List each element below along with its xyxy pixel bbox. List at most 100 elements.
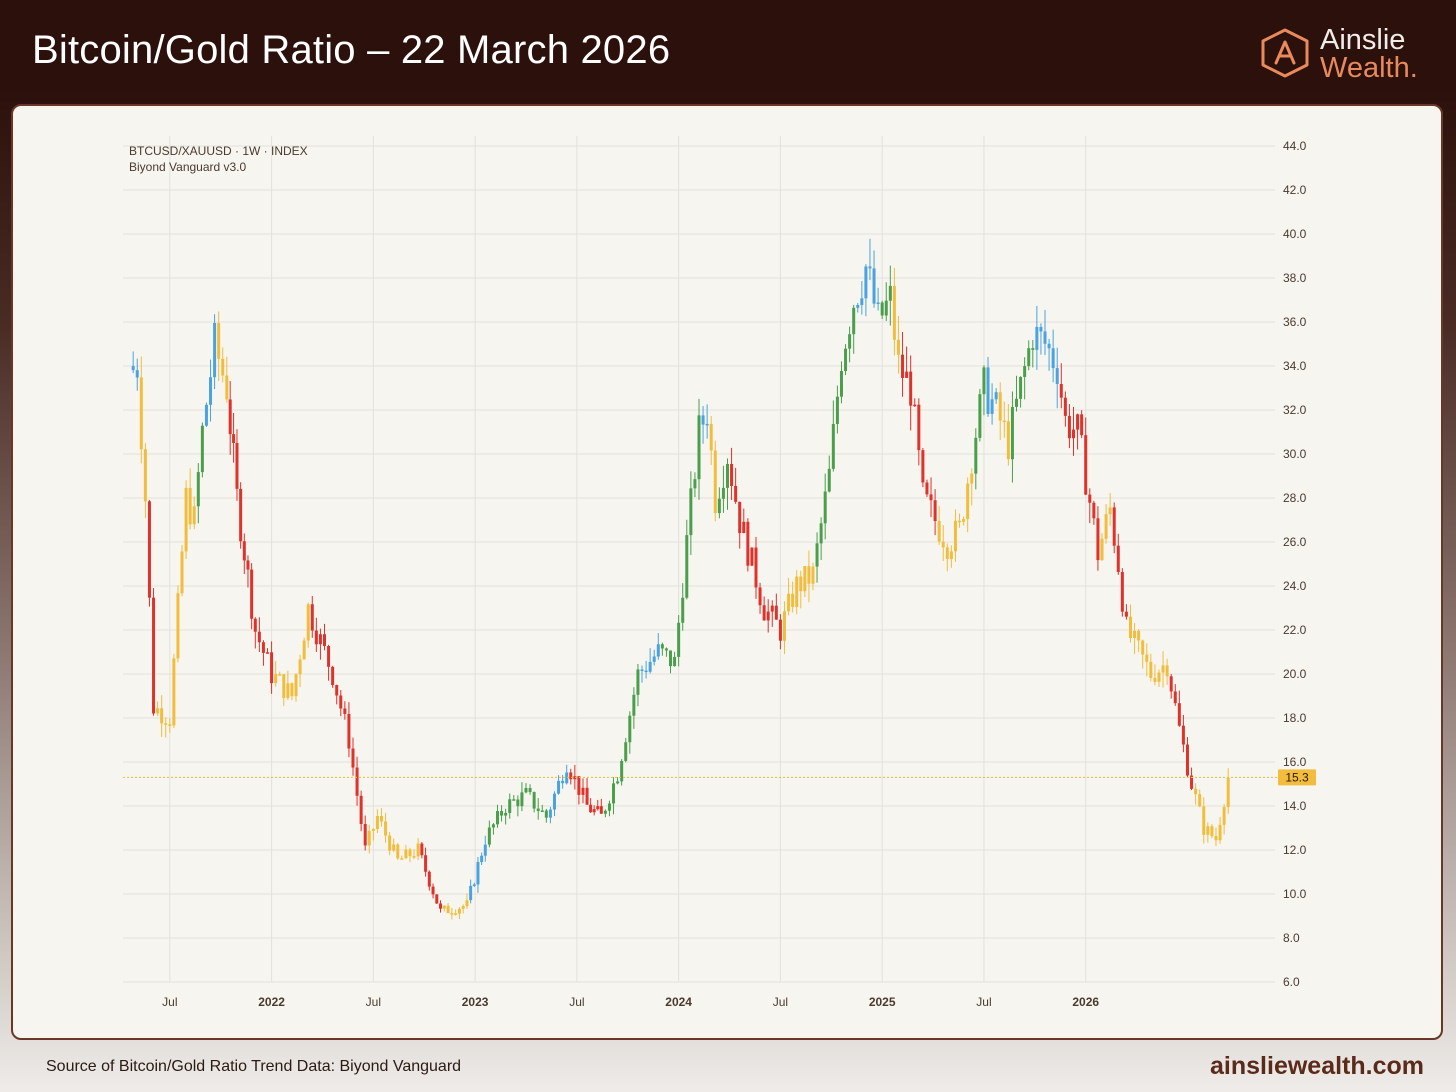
x-tick-label: Jul — [569, 995, 584, 1009]
candle-body — [290, 683, 294, 697]
y-tick-label: 32.0 — [1283, 403, 1307, 417]
candle-body — [532, 792, 536, 809]
candle-body — [213, 322, 217, 378]
candle-body — [1035, 326, 1039, 350]
candle-body — [945, 547, 949, 560]
y-tick-label: 16.0 — [1283, 755, 1307, 769]
x-tick-label: Jul — [162, 995, 177, 1009]
candle-body — [327, 645, 331, 667]
last-price-badge — [1278, 769, 1316, 786]
candle-body — [1047, 343, 1051, 349]
candle-body — [164, 723, 168, 725]
candle-body — [204, 404, 208, 426]
candle-body — [270, 652, 274, 684]
candle-body — [200, 425, 204, 473]
candle-body — [998, 392, 1002, 421]
candle-body — [1145, 654, 1149, 662]
candle-body — [266, 652, 270, 654]
candle-body — [896, 339, 900, 355]
candle-body — [685, 535, 689, 598]
candle-body — [261, 642, 265, 653]
candle-body — [734, 485, 738, 502]
candle-body — [1100, 538, 1104, 561]
candle-body — [811, 566, 815, 584]
candle-body — [476, 862, 480, 885]
candle-body — [147, 501, 151, 598]
candle-body — [480, 855, 484, 863]
candle-body — [1116, 545, 1120, 573]
candlestick-chart[interactable]: 44.0 42.0 40.0 38.0 36.0 34.0 32.0 30.0 28.0 26.0… — [13, 106, 1441, 1038]
candle-body — [978, 394, 982, 438]
candle-body — [298, 659, 302, 675]
candle-body — [1120, 572, 1124, 612]
candle-body — [331, 666, 335, 686]
candle-body — [1015, 398, 1019, 407]
candle-body — [435, 894, 439, 904]
candle-body — [496, 811, 500, 825]
candle-body — [1177, 703, 1181, 726]
candle-body — [819, 523, 823, 544]
candle-body — [351, 748, 355, 768]
candle-body — [640, 669, 644, 671]
candle-body — [196, 472, 200, 507]
candle-body — [339, 695, 343, 709]
y-tick-label: 14.0 — [1283, 799, 1307, 813]
candle-body — [396, 844, 400, 859]
x-tick-label: Jul — [366, 995, 381, 1009]
candle-body — [681, 597, 685, 623]
candle-body — [577, 776, 581, 795]
candle-body — [1137, 630, 1141, 641]
candle-body — [1010, 406, 1014, 460]
candle-body — [905, 371, 909, 378]
candle-body — [770, 605, 774, 612]
candle-body — [404, 849, 408, 859]
candle-body — [282, 674, 286, 698]
candle-body — [585, 787, 589, 805]
candle-body — [152, 597, 156, 714]
candle-body — [937, 521, 941, 542]
candle-body — [1181, 725, 1185, 745]
candle-body — [367, 830, 371, 846]
candle-body — [465, 900, 469, 907]
candle-body — [1206, 826, 1210, 835]
y-tick-label: 34.0 — [1283, 359, 1307, 373]
candle-body — [917, 404, 921, 451]
candle-body — [160, 708, 164, 724]
y-tick-label: 12.0 — [1283, 843, 1307, 857]
candle-body — [1190, 775, 1194, 789]
candle-body — [347, 713, 351, 749]
website-link[interactable]: ainsliewealth.com — [1210, 1052, 1424, 1080]
candle-body — [925, 482, 929, 495]
candle-body — [742, 521, 746, 534]
candle-body — [827, 468, 831, 492]
candle-body — [1063, 397, 1067, 416]
candle-body — [762, 605, 766, 621]
candle-body — [596, 806, 600, 810]
x-tick-label: 2023 — [462, 995, 489, 1009]
candle-body — [823, 491, 827, 524]
candle-body — [1128, 616, 1132, 639]
chart-card: 44.0 42.0 40.0 38.0 36.0 34.0 32.0 30.0 28.0 26.0… — [11, 104, 1443, 1040]
candle-body — [180, 551, 184, 594]
candle-body — [232, 434, 236, 443]
candle-body — [1031, 348, 1035, 350]
candle-body — [491, 824, 495, 828]
last-price-label: 15.3 — [1285, 770, 1309, 784]
candle-body — [1141, 640, 1145, 655]
candle-body — [508, 799, 512, 813]
candle-body — [884, 300, 888, 316]
candle-body — [709, 423, 713, 451]
candle-body — [400, 858, 404, 860]
x-tick-label: 2024 — [665, 995, 692, 1009]
candle-body — [454, 913, 458, 915]
candle-body — [278, 674, 282, 676]
candle-body — [439, 903, 443, 909]
candle-body — [892, 285, 896, 340]
candle-body — [860, 298, 864, 305]
candle-body — [632, 694, 636, 716]
candle-body — [548, 809, 552, 818]
brand-logo[interactable]: Ainslie Wealth. — [1258, 22, 1428, 86]
y-tick-label: 10.0 — [1283, 887, 1307, 901]
candle-body — [803, 566, 807, 592]
candle-body — [239, 488, 243, 542]
